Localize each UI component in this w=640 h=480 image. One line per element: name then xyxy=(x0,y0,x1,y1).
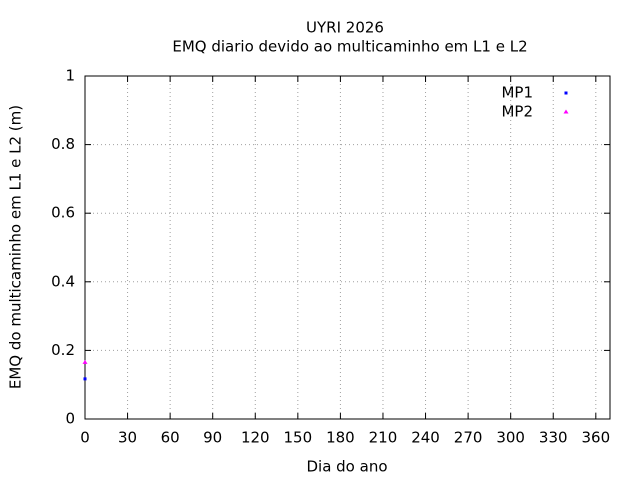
x-tick-label: 120 xyxy=(241,429,270,447)
chart-title: UYRI 2026 xyxy=(306,19,384,37)
data-point xyxy=(83,377,87,381)
y-tick-label: 0.4 xyxy=(51,272,75,290)
x-tick-label: 300 xyxy=(496,429,525,447)
x-tick-label: 60 xyxy=(161,429,180,447)
x-tick-label: 210 xyxy=(369,429,398,447)
x-tick-label: 240 xyxy=(411,429,440,447)
y-tick-label: 1 xyxy=(65,67,75,85)
y-axis-label: EMQ do multicaminho em L1 e L2 (m) xyxy=(7,105,25,389)
legend-label: MP2 xyxy=(501,103,533,121)
y-tick-label: 0.6 xyxy=(51,204,75,222)
x-tick-label: 270 xyxy=(454,429,483,447)
x-tick-label: 360 xyxy=(581,429,610,447)
x-tick-label: 0 xyxy=(80,429,90,447)
chart-subtitle: EMQ diario devido ao multicaminho em L1 … xyxy=(172,38,527,56)
x-tick-label: 150 xyxy=(284,429,313,447)
legend-label: MP1 xyxy=(501,84,533,102)
data-point xyxy=(82,359,88,364)
x-tick-label: 90 xyxy=(203,429,222,447)
y-tick-label: 0 xyxy=(65,410,75,428)
x-tick-label: 330 xyxy=(539,429,568,447)
legend-marker xyxy=(564,91,568,95)
x-tick-label: 180 xyxy=(326,429,355,447)
x-tick-label: 30 xyxy=(118,429,137,447)
plot-border xyxy=(84,75,611,420)
x-axis-label: Dia do ano xyxy=(306,458,387,476)
y-tick-label: 0.8 xyxy=(51,135,75,153)
y-tick-label: 0.2 xyxy=(51,341,75,359)
legend-marker xyxy=(563,109,569,114)
